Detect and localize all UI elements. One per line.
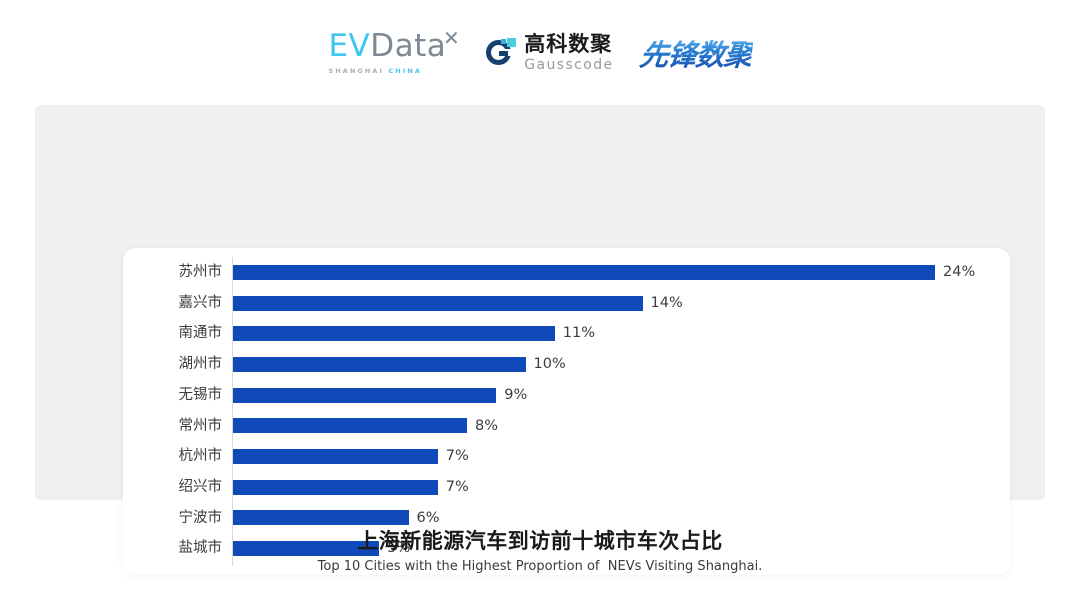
chart-bar[interactable] <box>233 264 935 280</box>
evdata-tagline-country: CHINA <box>388 67 423 75</box>
chart-title-block: 上海新能源汽车到访前十城市车次占比 Top 10 Cities with the… <box>0 528 1080 575</box>
chart-category-label: 南通市 <box>178 325 223 342</box>
chart-category-label: 湖州市 <box>178 356 223 373</box>
chart-value-label: 7% <box>445 448 469 465</box>
gausscode-logo: 高科数聚 Gausscode <box>486 34 613 72</box>
chart-category-label: 无锡市 <box>178 386 223 403</box>
evdata-cross-icon: ✕ <box>443 26 461 50</box>
evdata-data-text: Data <box>370 28 447 64</box>
chart-bar[interactable] <box>233 418 467 434</box>
chart-category-label: 杭州市 <box>178 448 223 465</box>
chart-row: 无锡市 9% <box>123 380 1010 411</box>
chart-bar-wrapper: 9% <box>233 386 528 403</box>
chart-value-label: 14% <box>650 294 683 311</box>
chart-category-label: 绍兴市 <box>178 478 223 495</box>
chart-bar[interactable] <box>233 479 438 495</box>
chart-category-label: 嘉兴市 <box>178 294 223 311</box>
chart-title-cn: 上海新能源汽车到访前十城市车次占比 <box>357 529 723 553</box>
chart-category-label: 苏州市 <box>178 264 223 281</box>
evdata-logo: EVData ✕ SHANGHAI CHINA <box>328 28 460 75</box>
gausscode-name-en: Gausscode <box>524 57 614 73</box>
chart-value-label: 6% <box>416 509 440 526</box>
chart-row: 常州市 8% <box>123 410 1010 441</box>
evdata-tagline: SHANGHAI CHINA <box>328 67 422 75</box>
chart-bar[interactable] <box>233 541 380 557</box>
gausscode-inner-bar-shape <box>499 51 509 56</box>
evdata-ev-text: EV <box>328 28 371 64</box>
chart-bar[interactable] <box>233 510 409 526</box>
chart-category-label: 盐城市 <box>178 540 223 557</box>
chart-value-label: 9% <box>504 386 528 403</box>
chart-value-label: 11% <box>562 325 595 342</box>
evdata-tagline-city: SHANGHAI <box>328 67 385 75</box>
chart-value-label: 5% <box>387 540 411 557</box>
gausscode-wordmark: 高科数聚 Gausscode <box>524 32 614 73</box>
chart-value-label: 10% <box>533 356 566 373</box>
chart-value-label: 7% <box>445 478 469 495</box>
chart-bar-wrapper: 7% <box>233 478 469 495</box>
chart-row: 盐城市 5% <box>123 533 1010 564</box>
chart-value-label: 24% <box>943 264 976 281</box>
chart-bar-wrapper: 11% <box>233 325 595 342</box>
chart-row: 嘉兴市 14% <box>123 288 1010 319</box>
chart-bar-wrapper: 7% <box>233 448 469 465</box>
chart-row: 南通市 11% <box>123 318 1010 349</box>
chart-row: 宁波市 6% <box>123 503 1010 534</box>
chart-bar-wrapper: 24% <box>233 264 976 281</box>
evdata-wordmark: EVData ✕ <box>328 28 459 64</box>
chart-card: 苏州市 24% 嘉兴市 14% 南通市 11% 湖州市 10% 无锡市 9% 常州市 8% 杭州市 7% 绍… <box>123 248 1010 575</box>
chart-bar[interactable] <box>233 356 526 372</box>
chart-bar-wrapper: 14% <box>233 294 683 311</box>
chart-title-en: Top 10 Cities with the Highest Proportio… <box>317 559 763 575</box>
chart-row: 绍兴市 7% <box>123 472 1010 503</box>
chart-bar-wrapper: 10% <box>233 356 566 373</box>
chart-bar[interactable] <box>233 326 555 342</box>
gausscode-name-cn: 高科数聚 <box>524 32 613 56</box>
chart-row: 苏州市 24% <box>123 257 1010 288</box>
gausscode-square-small-shape <box>501 39 507 44</box>
chart-category-label: 常州市 <box>178 417 223 434</box>
chart-row: 湖州市 10% <box>123 349 1010 380</box>
chart-row: 杭州市 7% <box>123 441 1010 472</box>
chart-category-label: 宁波市 <box>178 509 223 526</box>
gausscode-g-icon <box>486 38 517 68</box>
xianfeng-shuju-logo: 先锋数聚 <box>637 32 754 74</box>
bar-chart: 苏州市 24% 嘉兴市 14% 南通市 11% 湖州市 10% 无锡市 9% 常州市 8% 杭州市 7% 绍… <box>123 248 1010 575</box>
chart-bar[interactable] <box>233 387 497 403</box>
chart-bar-wrapper: 5% <box>233 540 411 557</box>
chart-outer-panel: 苏州市 24% 嘉兴市 14% 南通市 11% 湖州市 10% 无锡市 9% 常州市 8% 杭州市 7% 绍… <box>35 105 1045 575</box>
logo-bar: EVData ✕ SHANGHAI CHINA 高科数聚 Gausscode 先… <box>0 22 1080 84</box>
chart-bar[interactable] <box>233 295 643 311</box>
chart-y-axis-line <box>232 257 233 566</box>
chart-bar-wrapper: 8% <box>233 417 499 434</box>
chart-bar[interactable] <box>233 448 438 464</box>
chart-bar-wrapper: 6% <box>233 509 440 526</box>
chart-rows: 苏州市 24% 嘉兴市 14% 南通市 11% 湖州市 10% 无锡市 9% 常州市 8% 杭州市 7% 绍… <box>123 257 1010 564</box>
gausscode-square-large-shape <box>507 38 517 47</box>
chart-value-label: 8% <box>475 417 499 434</box>
